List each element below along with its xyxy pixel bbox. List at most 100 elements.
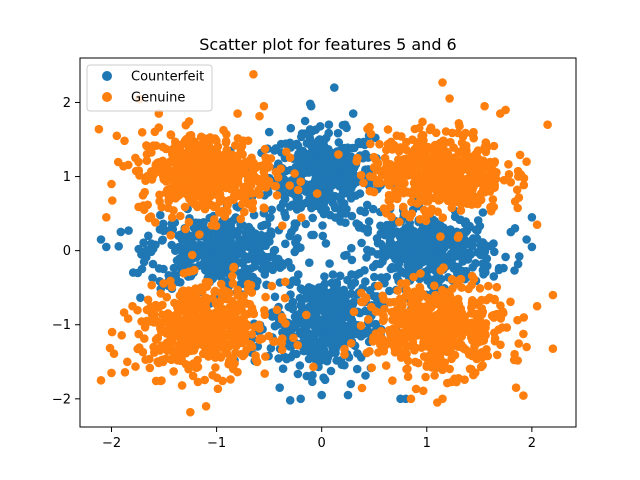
scatter-point-genuine <box>449 186 458 196</box>
scatter-point-genuine <box>231 141 240 150</box>
scatter-point-genuine <box>340 350 349 359</box>
scatter-point-genuine <box>440 324 450 334</box>
scatter-point-counterfeit <box>331 213 340 222</box>
scatter-point-counterfeit <box>259 220 269 230</box>
scatter-point-genuine <box>510 197 520 206</box>
scatter-point-genuine <box>383 167 392 176</box>
scatter-point-genuine <box>492 350 502 360</box>
scatter-point-genuine <box>477 304 487 313</box>
scatter-point-genuine <box>277 312 287 322</box>
scatter-point-counterfeit <box>124 226 133 235</box>
scatter-point-counterfeit <box>522 235 531 244</box>
scatter-point-genuine <box>134 166 144 175</box>
scatter-point-genuine <box>302 310 311 320</box>
scatter-point-genuine <box>426 144 436 153</box>
scatter-point-genuine <box>215 172 225 181</box>
scatter-point-genuine <box>203 340 212 350</box>
scatter-point-genuine <box>213 384 223 394</box>
scatter-point-counterfeit <box>318 169 328 178</box>
scatter-point-counterfeit <box>448 253 458 262</box>
scatter-point-genuine <box>514 172 523 181</box>
scatter-point-genuine <box>293 185 303 195</box>
scatter-point-counterfeit <box>320 375 330 385</box>
scatter-point-genuine <box>457 332 467 341</box>
scatter-point-counterfeit <box>352 270 361 280</box>
scatter-point-genuine <box>487 169 496 179</box>
scatter-point-genuine <box>467 299 477 308</box>
scatter-point-counterfeit <box>318 306 328 316</box>
chart-title: Scatter plot for features 5 and 6 <box>199 35 456 54</box>
scatter-point-genuine <box>369 187 379 197</box>
scatter-point-genuine <box>513 315 522 325</box>
scatter-point-genuine <box>410 287 419 297</box>
scatter-point-genuine <box>436 232 445 241</box>
scatter-point-counterfeit <box>329 161 338 171</box>
scatter-point-genuine <box>281 277 290 287</box>
scatter-point-genuine <box>450 173 459 182</box>
scatter-point-genuine <box>399 158 408 167</box>
scatter-point-genuine <box>243 279 253 289</box>
scatter-point-counterfeit <box>364 217 374 226</box>
scatter-point-genuine <box>309 362 318 372</box>
scatter-point-counterfeit <box>343 390 353 400</box>
scatter-point-counterfeit <box>317 162 326 171</box>
scatter-point-counterfeit <box>226 218 236 228</box>
scatter-point-genuine <box>362 348 372 358</box>
scatter-point-counterfeit <box>322 350 331 360</box>
scatter-point-counterfeit <box>297 285 307 295</box>
scatter-point-genuine <box>454 303 463 313</box>
scatter-point-genuine <box>179 286 188 296</box>
scatter-point-counterfeit <box>172 256 182 265</box>
scatter-point-counterfeit <box>360 266 369 275</box>
scatter-point-genuine <box>421 372 430 382</box>
scatter-point-genuine <box>107 327 117 337</box>
scatter-point-genuine <box>147 280 156 290</box>
scatter-point-counterfeit <box>300 184 309 193</box>
scatter-point-genuine <box>229 262 239 272</box>
scatter-point-genuine <box>379 311 388 321</box>
scatter-point-genuine <box>471 167 480 177</box>
scatter-point-counterfeit <box>114 242 123 251</box>
scatter-point-genuine <box>285 181 295 190</box>
scatter-point-genuine <box>123 314 133 323</box>
scatter-point-counterfeit <box>286 123 296 133</box>
scatter-point-genuine <box>445 292 455 302</box>
scatter-point-genuine <box>198 349 208 359</box>
scatter-point-genuine <box>169 143 179 153</box>
scatter-point-genuine <box>468 351 477 361</box>
scatter-point-genuine <box>193 377 203 387</box>
scatter-point-genuine <box>117 331 126 340</box>
scatter-point-genuine <box>438 292 447 302</box>
scatter-point-counterfeit <box>335 271 345 281</box>
scatter-point-genuine <box>170 323 179 332</box>
scatter-point-genuine <box>151 161 161 171</box>
scatter-point-genuine <box>496 109 505 118</box>
scatter-point-genuine <box>393 345 403 355</box>
scatter-point-counterfeit <box>341 218 350 227</box>
scatter-point-genuine <box>438 213 448 222</box>
scatter-point-genuine <box>277 345 287 355</box>
scatter-point-counterfeit <box>348 109 358 118</box>
scatter-point-counterfeit <box>139 238 148 247</box>
scatter-point-genuine <box>182 134 191 144</box>
scatter-point-counterfeit <box>271 144 281 153</box>
scatter-point-genuine <box>459 158 469 167</box>
scatter-point-genuine <box>380 304 389 314</box>
scatter-point-counterfeit <box>337 293 347 302</box>
scatter-point-counterfeit <box>461 240 471 249</box>
scatter-point-genuine <box>411 384 421 394</box>
scatter-point-counterfeit <box>307 230 316 240</box>
scatter-point-genuine <box>438 181 447 191</box>
scatter-point-genuine <box>430 371 439 380</box>
scatter-point-genuine <box>199 311 209 320</box>
scatter-point-genuine <box>543 120 552 129</box>
scatter-point-genuine <box>157 318 166 328</box>
scatter-point-genuine <box>398 296 407 306</box>
scatter-point-counterfeit <box>227 227 236 237</box>
scatter-point-genuine <box>395 217 404 227</box>
scatter-point-genuine <box>515 150 525 160</box>
scatter-point-counterfeit <box>371 259 381 269</box>
scatter-point-counterfeit <box>297 132 306 142</box>
scatter-point-counterfeit <box>341 209 351 218</box>
scatter-point-genuine <box>439 263 448 272</box>
